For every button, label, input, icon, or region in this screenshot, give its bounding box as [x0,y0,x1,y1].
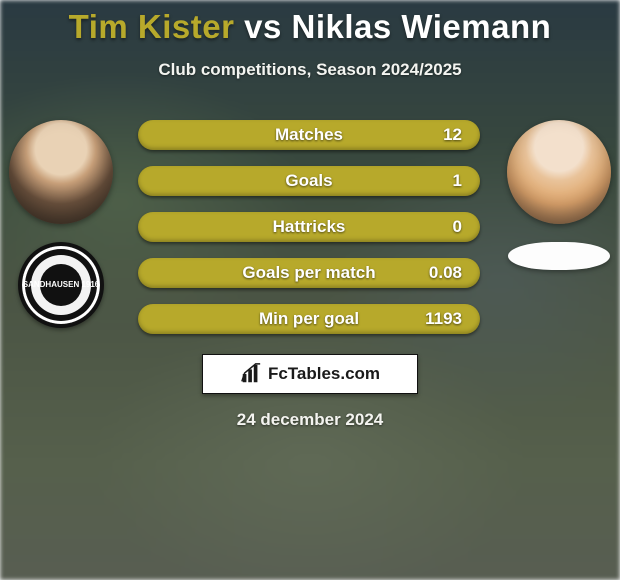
stat-bar-gpm: Goals per match 0.08 [138,258,480,288]
stat-label: Goals [285,171,332,191]
stat-value: 0.08 [429,263,462,283]
stat-label: Min per goal [259,309,359,329]
player2-club-logo [508,242,610,270]
title-player1: Tim Kister [69,8,235,45]
stat-value: 12 [443,125,462,145]
title-vs: vs [244,8,282,45]
stat-value: 1193 [425,309,462,329]
stat-value: 0 [453,217,462,237]
player2-avatar [507,120,611,224]
player1-club-logo: SANDHAUSEN 1916 [18,242,104,328]
stat-value: 1 [453,171,462,191]
stat-bars: Matches 12 Goals 1 Hattricks 0 Goals per… [138,120,480,334]
stat-bar-goals: Goals 1 [138,166,480,196]
stat-bar-matches: Matches 12 [138,120,480,150]
date-text: 24 december 2024 [0,410,620,430]
title-player2: Niklas Wiemann [292,8,552,45]
player1-club-name: SANDHAUSEN 1916 [23,281,99,290]
comparison-frame: Tim Kister vs Niklas Wiemann Club compet… [0,0,620,580]
right-column [504,120,614,270]
brand-badge: FcTables.com [202,354,418,394]
bar-chart-icon [240,363,262,385]
stat-label: Matches [275,125,343,145]
stat-label: Hattricks [273,217,346,237]
player1-avatar [9,120,113,224]
brand-text: FcTables.com [268,364,380,384]
left-column: SANDHAUSEN 1916 [6,120,116,328]
page-title: Tim Kister vs Niklas Wiemann [0,8,620,46]
stat-bar-hattricks: Hattricks 0 [138,212,480,242]
stat-bar-mpg: Min per goal 1193 [138,304,480,334]
subtitle: Club competitions, Season 2024/2025 [0,60,620,80]
stat-label: Goals per match [242,263,375,283]
